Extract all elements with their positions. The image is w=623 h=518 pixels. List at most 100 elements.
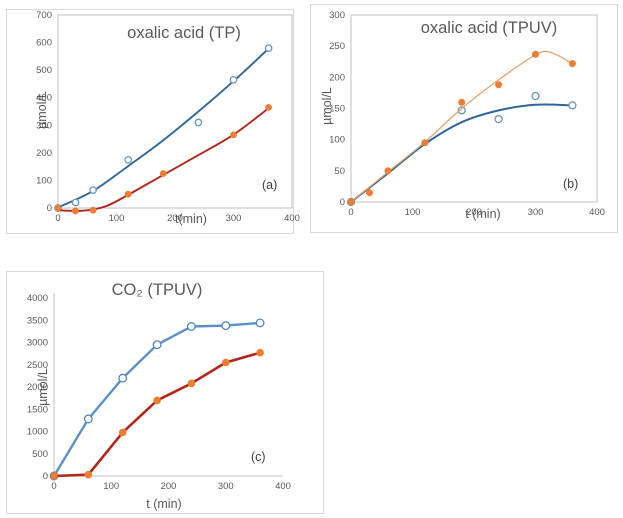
data-point-marker [384,167,392,175]
y-tick-label: 3000 [27,338,48,349]
chart-panel-co2-tpuv: CO₂ (TPUV) µmol/L t (min) (c) 0 100 200 300… [6,271,324,514]
x-tick-label: 200 [161,481,177,492]
x-tick-label: 0 [348,207,353,218]
y-tick-label: 250 [329,41,345,52]
panel-letter: (c) [251,450,266,464]
data-point-marker [495,81,503,89]
data-point-marker [50,472,58,480]
data-point-marker [568,101,577,110]
x-tick-label: 400 [284,213,300,224]
data-point-marker [366,189,373,197]
data-point-marker [457,106,466,115]
data-point-marker [71,198,80,207]
x-tick-label: 0 [51,481,56,492]
x-tick-label: 300 [528,207,544,218]
data-point-marker [124,190,132,198]
data-point-marker [89,186,97,194]
data-point-marker [256,348,264,357]
y-tick-label: 700 [36,10,52,21]
data-point-marker [458,98,466,106]
y-tick-label: 400 [36,93,52,104]
data-point-marker [152,340,162,350]
chart-panel-oxalic-acid-tpuv: oxalic acid (TPUV) µmol/L t (min) (b) 0 1… [310,4,618,233]
x-tick-label: 100 [103,481,119,492]
y-tick-label: 500 [36,65,52,76]
y-tick-label: 100 [329,135,345,146]
chart-title: oxalic acid (TP) [127,24,241,42]
data-point-marker [54,204,62,212]
x-tick-label: 0 [55,213,60,224]
data-point-marker [153,396,161,405]
panel-letter: (a) [262,178,278,192]
x-tick-label: 100 [109,213,125,224]
data-point-marker [531,91,540,101]
data-point-marker [494,114,503,124]
data-point-marker [72,207,79,215]
data-point-marker [84,470,93,479]
y-tick-label: 200 [36,148,52,159]
y-axis-title: µmol/L [320,87,334,125]
chart-title: oxalic acid (TPUV) [420,19,558,37]
data-point-marker [532,50,539,58]
y-tick-label: 0 [47,203,52,214]
x-axis-title: t(min) [175,212,207,226]
y-tick-label: 3500 [27,315,48,326]
data-point-marker [159,170,167,177]
x-tick-label: 300 [218,481,234,492]
data-point-marker [347,198,355,206]
x-tick-label: 300 [226,213,242,224]
y-tick-label: 1500 [27,404,48,415]
y-tick-label: 600 [36,38,52,49]
y-tick-label: 2000 [27,382,48,393]
x-tick-label: 200 [466,207,482,218]
data-point-marker [124,155,133,164]
data-point-marker [186,322,196,331]
data-point-marker [221,321,231,331]
plot-area: 0 100 200 300 400 0 50 100 150 200 250 300 [329,10,605,218]
data-point-marker [255,318,265,328]
y-tick-label: 50 [334,166,345,177]
data-point-marker [89,206,97,214]
y-axis-title: µmol/L [35,91,49,129]
data-point-marker [230,131,237,139]
series-line-0 [350,103,574,203]
y-tick-label: 0 [43,471,48,482]
x-tick-label: 100 [405,207,421,218]
y-tick-label: 150 [329,104,345,115]
plot-border [57,14,293,209]
y-tick-label: 1000 [27,427,48,438]
series-line-1 [350,50,573,203]
x-tick-label: 400 [275,481,291,492]
series-line-1 [52,351,262,478]
series-line-0 [57,47,270,209]
x-tick-label: 200 [167,213,183,224]
data-point-marker [229,75,238,84]
x-axis-title: t (min) [146,497,182,511]
y-tick-label: 2500 [27,360,48,371]
data-point-marker [187,379,196,388]
chart-title: CO₂ (TPUV) [111,281,203,299]
data-point-marker [264,44,273,52]
chart-panel-oxalic-acid-tp: oxalic acid (TP) µmol/L t(min) (a) 0 100 2… [6,9,300,234]
plot-area: 0 100 200 300 400050010001500200025003000350… [27,293,291,492]
y-tick-label: 300 [329,10,345,21]
plot-border [350,14,598,203]
data-point-marker [83,414,93,424]
data-point-marker [118,428,127,437]
y-tick-label: 4000 [27,293,48,304]
data-point-marker [222,358,230,367]
data-point-marker [118,373,128,383]
x-axis-title: t (min) [465,207,501,221]
y-tick-label: 500 [32,449,48,460]
y-axis-title: µmol/L [36,368,50,406]
y-tick-label: 0 [340,197,345,208]
series-line-1 [57,107,270,212]
y-tick-label: 200 [329,72,345,83]
data-point-marker [421,139,429,147]
y-tick-label: 300 [36,120,52,131]
data-point-marker [568,60,576,68]
x-tick-label: 400 [589,207,605,218]
data-point-marker [194,118,203,127]
data-point-marker [265,104,272,111]
